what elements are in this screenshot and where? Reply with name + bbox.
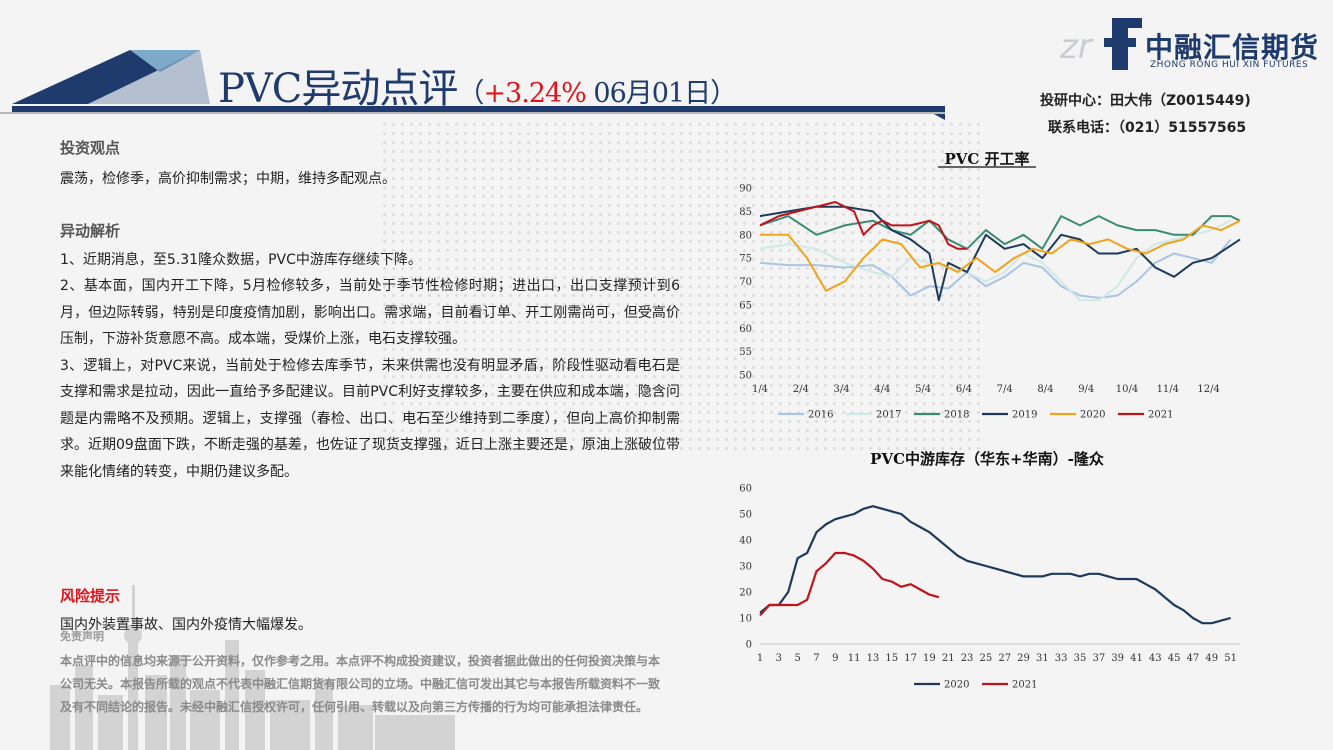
x-tick-label: 35 [1074,653,1087,664]
view-text: 震荡，检修季，高价抑制需求；中期，维持多配观点。 [60,170,396,187]
x-tick-label: 25 [980,653,993,664]
x-tick-label: 9 [832,653,838,664]
contact-phone: 联系电话：（021）51557565 [1048,120,1247,136]
x-tick-label: 3 [776,653,782,664]
x-tick-label: 17 [904,653,917,664]
y-tick-label: 60 [739,484,752,495]
world-map-watermark [380,120,980,450]
y-tick-label: 70 [739,277,752,288]
series-line-2018 [759,215,1241,250]
disclaimer-heading: 免责声明 [60,630,104,643]
x-tick-label: 11 [848,653,861,664]
risk-heading: 风险提示 [60,587,121,605]
x-tick-label: 49 [1205,653,1218,664]
legend-label: 2020 [944,680,969,691]
x-tick-label: 47 [1187,653,1200,664]
y-tick-label: 55 [739,347,752,358]
chart-title: PVC中游库存（华东+华南）-隆众 [870,450,1104,468]
legend-label: 2017 [876,410,901,421]
x-tick-label: 9/4 [1078,384,1094,395]
x-tick-label: 10/4 [1116,384,1138,395]
series-line-2021 [759,551,940,617]
risk-text: 国内外装置事故、国内外疫情大幅爆发。 [60,617,312,633]
analysis-point-1: 1、近期消息，至5.31隆众数据，PVC中游库存继续下降。 [60,251,422,268]
x-tick-label: 7/4 [997,384,1013,395]
x-tick-label: 43 [1149,653,1162,664]
x-tick-label: 15 [885,653,898,664]
city-skyline-watermark [50,585,455,750]
legend-label: 2018 [944,410,969,421]
y-tick-label: 85 [739,207,752,218]
x-tick-label: 33 [1055,653,1068,664]
x-tick-label: 31 [1036,653,1049,664]
x-tick-label: 19 [923,653,936,664]
series-line-2020 [759,505,1231,625]
x-tick-label: 3/4 [834,384,850,395]
x-tick-label: 7 [813,653,819,664]
legend-label: 2020 [1080,410,1105,421]
legend-label: 2021 [1148,410,1173,421]
x-tick-label: 2/4 [793,384,809,395]
chart-legend: 2016 2017 2018 2019 2020 2021 [778,410,1173,421]
series-line-2021 [759,201,968,250]
x-tick-label: 8/4 [1037,384,1053,395]
y-tick-label: 80 [739,230,752,241]
y-tick-label: 20 [739,588,752,599]
legend-label: 2019 [1012,410,1037,421]
x-tick-label: 5/4 [915,384,931,395]
y-tick-label: 75 [739,254,752,265]
disclaimer-text: 本点评中的信息均来源于公开资料，仅作参考之用。本点评不构成投资建议，投资者据此做… [60,654,661,714]
x-tick-label: 29 [1017,653,1030,664]
y-tick-label: 30 [739,562,752,573]
x-tick-label: 21 [942,653,955,664]
legend-label: 2016 [808,410,833,421]
page-title: PVC异动点评（+3.24% 06月01日） [218,66,737,112]
x-tick-label: 39 [1111,653,1124,664]
svg-text:zr: zr [1060,27,1094,67]
series-line-2017 [759,219,1232,302]
commentary-body: 投资观点 震荡，检修季，高价抑制需求；中期，维持多配观点。 异动解析 1、近期消… [60,135,680,485]
company-logo: zr [1060,18,1142,70]
series-line-2020 [760,219,1241,292]
header-banner [0,50,945,120]
x-tick-label: 11/4 [1157,384,1179,395]
x-tick-label: 37 [1092,653,1105,664]
x-tick-label: 4/4 [874,384,890,395]
x-tick-label: 41 [1130,653,1143,664]
x-tick-label: 45 [1168,653,1181,664]
view-heading: 投资观点 [60,139,121,157]
analysis-point-2: 2、基本面，国内开工下降，5月检修较多，当前处于季节性检修时期；进出口，出口支撑… [60,278,680,347]
series-line-2019 [759,205,1241,302]
analysis-point-3: 3、逻辑上，对PVC来说，当前处于检修去库季节，未来供需也没有明显矛盾，阶段性驱… [60,357,680,480]
x-tick-label: 1 [757,653,763,664]
y-tick-label: 10 [739,614,752,625]
x-tick-label: 12/4 [1197,384,1219,395]
analysis-heading: 异动解析 [60,222,121,240]
chart-pvc-operating-rate: PVC 开工率 50 55 60 65 70 75 80 85 90 1/4 2/4 3/4 4/4 5/4… [739,150,1241,421]
x-tick-label: 13 [867,653,880,664]
y-tick-label: 50 [739,510,752,521]
chart-legend: 2020 2021 [914,680,1037,691]
series-line-2016 [759,238,1232,299]
change-percent: +3.24% [483,78,586,109]
contact-researcher: 投研中心：田大伟（Z0015449) [1040,93,1251,109]
y-tick-label: 40 [739,536,752,547]
y-tick-label: 60 [739,324,752,335]
contact-info: 投研中心：田大伟（Z0015449) 联系电话：（021）51557565 [1040,88,1251,142]
logo-chinese-name: 中融汇信期货 [1145,31,1320,64]
x-tick-label: 5 [794,653,800,664]
logo-english-name: ZHONG RONG HUI XIN FUTURES [1150,60,1309,70]
chart-title: PVC 开工率 [944,150,1029,168]
x-tick-label: 6/4 [956,384,972,395]
x-tick-label: 27 [998,653,1011,664]
x-tick-label: 23 [961,653,974,664]
y-tick-label: 65 [739,300,752,311]
x-tick-label: 1/4 [752,384,768,395]
y-tick-label: 90 [739,184,752,195]
y-tick-label: 50 [739,371,752,382]
y-tick-label: 0 [746,640,752,651]
x-tick-label: 51 [1224,653,1237,664]
legend-label: 2021 [1012,680,1037,691]
